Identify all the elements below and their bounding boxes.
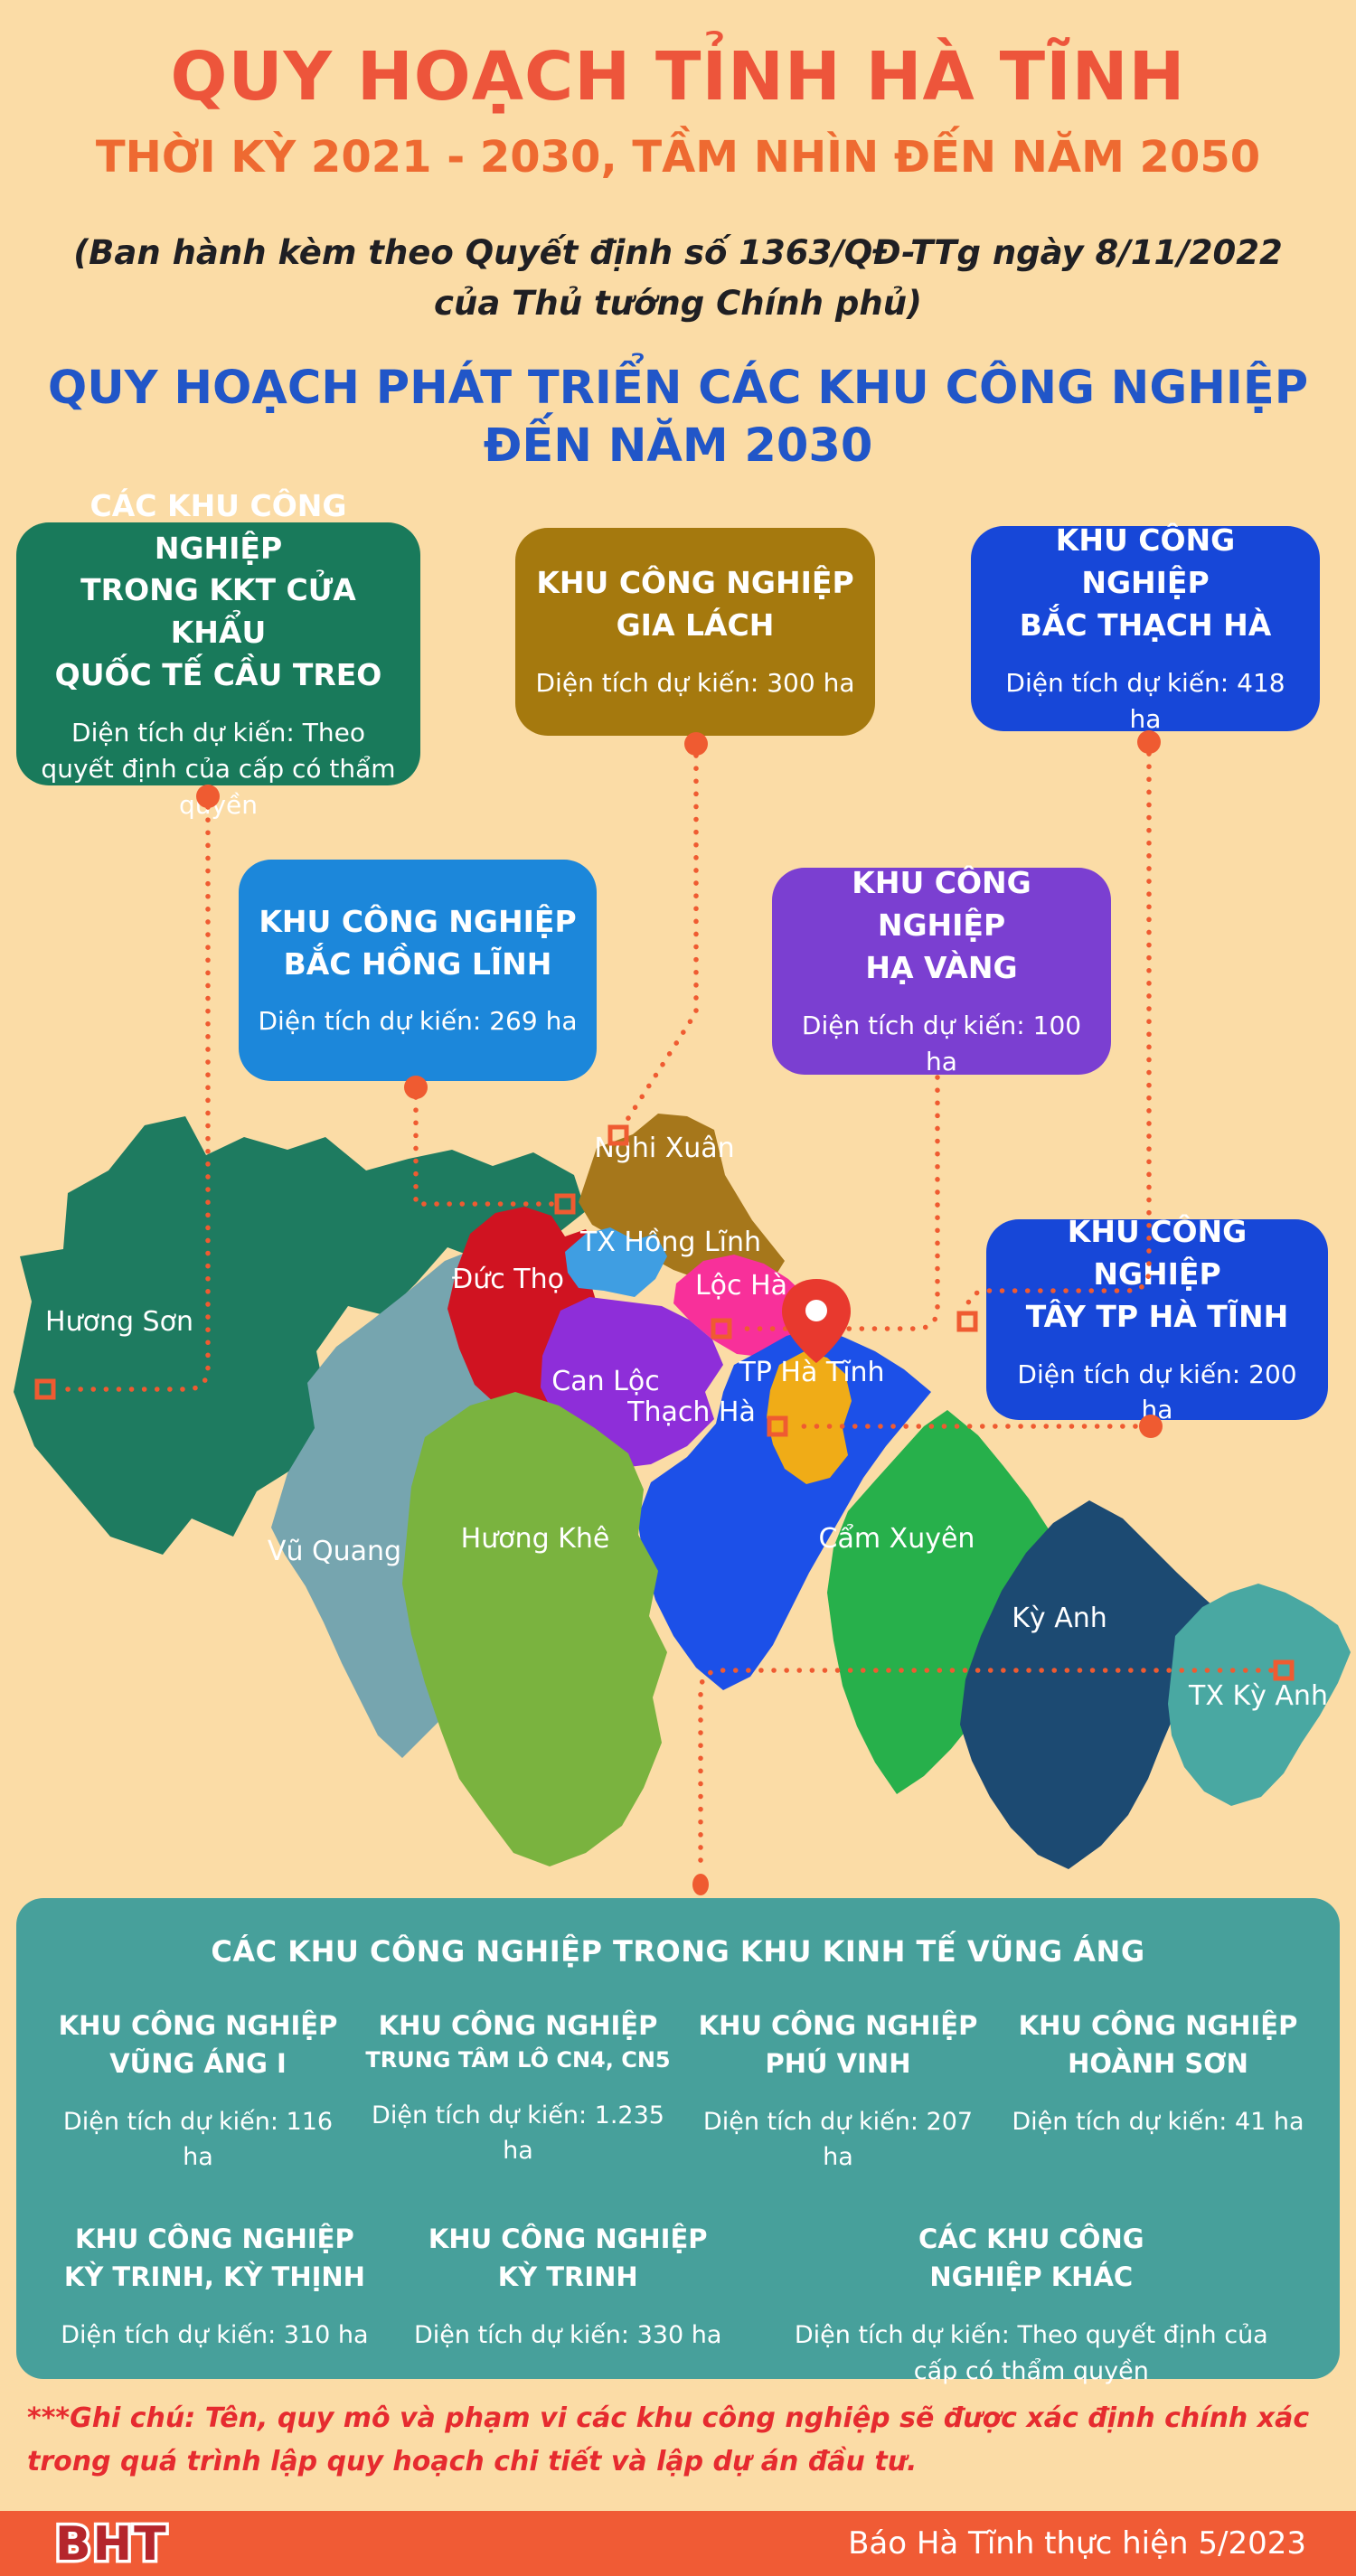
footer-credit: Báo Hà Tĩnh thực hiện 5/2023 <box>848 2525 1306 2562</box>
title-line: TRONG KKT CỬA KHẨU <box>80 572 356 651</box>
callout-area: Diện tích dự kiến: 200 ha <box>1017 1359 1297 1425</box>
decree-note: (Ban hành kèm theo Quyết định số 1363/QĐ… <box>0 228 1356 328</box>
map-label-duc-tho: Đức Thọ <box>452 1264 564 1295</box>
title-line: KHU CÔNG NGHIỆP <box>1055 522 1236 601</box>
item-name: TRUNG TÂM LÔ CN4, CN5 <box>365 2047 671 2073</box>
page-title: QUY HOẠCH TỈNH HÀ TĨNH <box>170 38 1186 116</box>
callout-bac-hong-linh: KHU CÔNG NGHIỆP BẮC HỒNG LĨNH Diện tích … <box>239 860 597 1081</box>
item-title: KHU CÔNG NGHIỆP <box>428 2223 708 2255</box>
item-title: KHU CÔNG NGHIỆP <box>58 2010 338 2041</box>
item-title: KHU CÔNG NGHIỆP <box>698 2010 978 2041</box>
item-name: NGHIỆP KHÁC <box>929 2261 1134 2293</box>
panel-item-ky-trinh: KHU CÔNG NGHIỆP KỲ TRINH Diện tích dự ki… <box>391 2220 745 2388</box>
bht-logo-text: BHT <box>55 2517 168 2571</box>
title-line: KHU CÔNG NGHIỆP <box>536 565 854 601</box>
item-title: KHU CÔNG NGHIỆP <box>1018 2010 1298 2041</box>
map-label-can-loc: Can Lộc <box>551 1366 659 1397</box>
map-label-vu-quang: Vũ Quang <box>268 1536 401 1567</box>
panel-item-hoanh-son: KHU CÔNG NGHIỆP HOÀNH SƠN Diện tích dự k… <box>998 2007 1318 2175</box>
item-area: Diện tích dự kiến: 330 ha <box>414 2321 722 2350</box>
item-title: KHU CÔNG NGHIỆP <box>75 2223 354 2255</box>
item-title: KHU CÔNG NGHIỆP <box>378 2010 658 2041</box>
district-thach-ha <box>637 1327 931 1690</box>
decree-line1: (Ban hành kèm theo Quyết định số 1363/QĐ… <box>73 233 1283 272</box>
item-name: KỲ TRINH <box>497 2261 638 2293</box>
item-name: VŨNG ÁNG I <box>109 2048 287 2080</box>
map-label-huong-khe: Hương Khê <box>461 1523 610 1555</box>
vung-ang-panel: CÁC KHU CÔNG NGHIỆP TRONG KHU KINH TẾ VŨ… <box>16 1898 1340 2385</box>
title-line: HẠ VÀNG <box>865 950 1018 986</box>
map-label-thach-ha: Thạch Hà <box>626 1396 756 1428</box>
panel-item-ky-trinh-ky-thinh: KHU CÔNG NGHIỆP KỲ TRINH, KỲ THỊNH Diện … <box>38 2220 391 2388</box>
callout-area: Diện tích dự kiến: 300 ha <box>535 667 855 698</box>
item-name: PHÚ VINH <box>765 2048 911 2080</box>
vung-ang-header: CÁC KHU CÔNG NGHIỆP TRONG KHU KINH TẾ VŨ… <box>211 1934 1145 1969</box>
panel-item-phu-vinh: KHU CÔNG NGHIỆP PHÚ VINH Diện tích dự ki… <box>678 2007 998 2175</box>
callout-area: Diện tích dự kiến: 418 ha <box>1005 668 1285 734</box>
callout-area: Diện tích dự kiến: Theo quyết định của c… <box>41 718 396 820</box>
title-line: QUỐC TẾ CẦU TREO <box>54 657 382 693</box>
callout-cau-treo: CÁC KHU CÔNG NGHIỆP TRONG KKT CỬA KHẨU Q… <box>16 488 420 820</box>
callout-area: Diện tích dự kiến: 269 ha <box>258 1006 578 1037</box>
map-label-ky-anh: Kỳ Anh <box>1012 1603 1107 1634</box>
district-huong-khe <box>402 1392 667 1866</box>
bht-logo: BHT <box>52 2515 170 2571</box>
map-label-tp-ha-tinh: TP Hà Tĩnh <box>738 1357 884 1388</box>
map-label-loc-ha: Lộc Hà <box>695 1270 787 1302</box>
map-label-cam-xuyen: Cẩm Xuyên <box>819 1522 975 1555</box>
panel-item-khac: CÁC KHU CÔNG NGHIỆP KHÁC Diện tích dự ki… <box>745 2220 1318 2388</box>
section-line2: ĐẾN NĂM 2030 <box>483 418 873 473</box>
footer-bar: BHT Báo Hà Tĩnh thực hiện 5/2023 <box>0 2511 1356 2576</box>
map-label-tx-hong-linh: TX Hồng Lĩnh <box>579 1227 761 1258</box>
panel-item-vung-ang-1: KHU CÔNG NGHIỆP VŨNG ÁNG I Diện tích dự … <box>38 2007 358 2175</box>
callout-area: Diện tích dự kiến: 100 ha <box>801 1011 1082 1076</box>
item-area: Diện tích dự kiến: 207 ha <box>702 2108 974 2172</box>
callout-title: KHU CÔNG NGHIỆP BẮC HỒNG LĨNH <box>255 901 580 986</box>
item-area: Diện tích dự kiến: 41 ha <box>1012 2108 1304 2137</box>
footnote: ***Ghi chú: Tên, quy mô và phạm vi các k… <box>27 2402 1310 2477</box>
callout-tay-tp-ha-tinh: KHU CÔNG NGHIỆP TÂY TP HÀ TĨNH Diện tích… <box>986 1214 1328 1424</box>
map-label-tx-ky-anh: TX Kỳ Anh <box>1188 1680 1328 1712</box>
panel-item-trung-tam-lo: KHU CÔNG NGHIỆP TRUNG TÂM LÔ CN4, CN5 Di… <box>358 2007 678 2175</box>
map-label-huong-son: Hương Sơn <box>45 1306 193 1338</box>
title-line: BẮC HỒNG LĨNH <box>283 945 552 982</box>
callout-title: KHU CÔNG NGHIỆP HẠ VÀNG <box>788 862 1095 990</box>
vung-ang-row1: KHU CÔNG NGHIỆP VŨNG ÁNG I Diện tích dự … <box>16 2007 1340 2175</box>
callout-gia-lach: KHU CÔNG NGHIỆP GIA LÁCH Diện tích dự ki… <box>515 528 875 736</box>
item-title: CÁC KHU CÔNG <box>918 2223 1144 2255</box>
page-subtitle: THỜI KỲ 2021 - 2030, TẦM NHÌN ĐẾN NĂM 20… <box>95 132 1261 183</box>
title-line: KHU CÔNG NGHIỆP <box>259 903 577 939</box>
callout-title: CÁC KHU CÔNG NGHIỆP TRONG KKT CỬA KHẨU Q… <box>33 485 404 697</box>
decree-line2: của Thủ tướng Chính phủ) <box>434 283 922 323</box>
callout-title: KHU CÔNG NGHIỆP GIA LÁCH <box>532 562 859 647</box>
callout-title: KHU CÔNG NGHIỆP BẮC THẠCH HÀ <box>987 520 1304 647</box>
title-line: KHU CÔNG NGHIỆP <box>1067 1213 1248 1292</box>
item-name: KỲ TRINH, KỲ THỊNH <box>63 2261 365 2293</box>
callout-title: KHU CÔNG NGHIỆP TÂY TP HÀ TĨNH <box>1003 1211 1312 1339</box>
callout-bac-thach-ha: KHU CÔNG NGHIỆP BẮC THẠCH HÀ Diện tích d… <box>971 522 1320 734</box>
item-name: HOÀNH SƠN <box>1068 2048 1248 2080</box>
district-tp-ha-tinh <box>767 1351 852 1484</box>
item-area: Diện tích dự kiến: 310 ha <box>61 2321 369 2350</box>
item-area: Diện tích dự kiến: Theo quyết định của c… <box>794 2321 1268 2385</box>
section-title: QUY HOẠCH PHÁT TRIỂN CÁC KHU CÔNG NGHIỆP… <box>0 360 1356 475</box>
map-label-nghi-xuan: Nghi Xuân <box>594 1133 734 1164</box>
item-area: Diện tích dự kiến: 1.235 ha <box>372 2101 664 2165</box>
item-area: Diện tích dự kiến: 116 ha <box>62 2108 334 2172</box>
title-line: BẮC THẠCH HÀ <box>1019 607 1272 644</box>
district-nghi-xuan <box>579 1114 785 1294</box>
section-line1: QUY HOẠCH PHÁT TRIỂN CÁC KHU CÔNG NGHIỆP <box>47 362 1309 415</box>
title-line: CÁC KHU CÔNG NGHIỆP <box>89 487 347 566</box>
title-line: TÂY TP HÀ TĨNH <box>1025 1298 1289 1334</box>
title-line: KHU CÔNG NGHIỆP <box>852 865 1031 944</box>
title-line: GIA LÁCH <box>616 607 775 644</box>
vung-ang-row2: KHU CÔNG NGHIỆP KỲ TRINH, KỲ THỊNH Diện … <box>16 2220 1340 2388</box>
callout-ha-vang: KHU CÔNG NGHIỆP HẠ VÀNG Diện tích dự kiế… <box>772 865 1111 1076</box>
district-tx-hong-linh <box>565 1227 667 1297</box>
